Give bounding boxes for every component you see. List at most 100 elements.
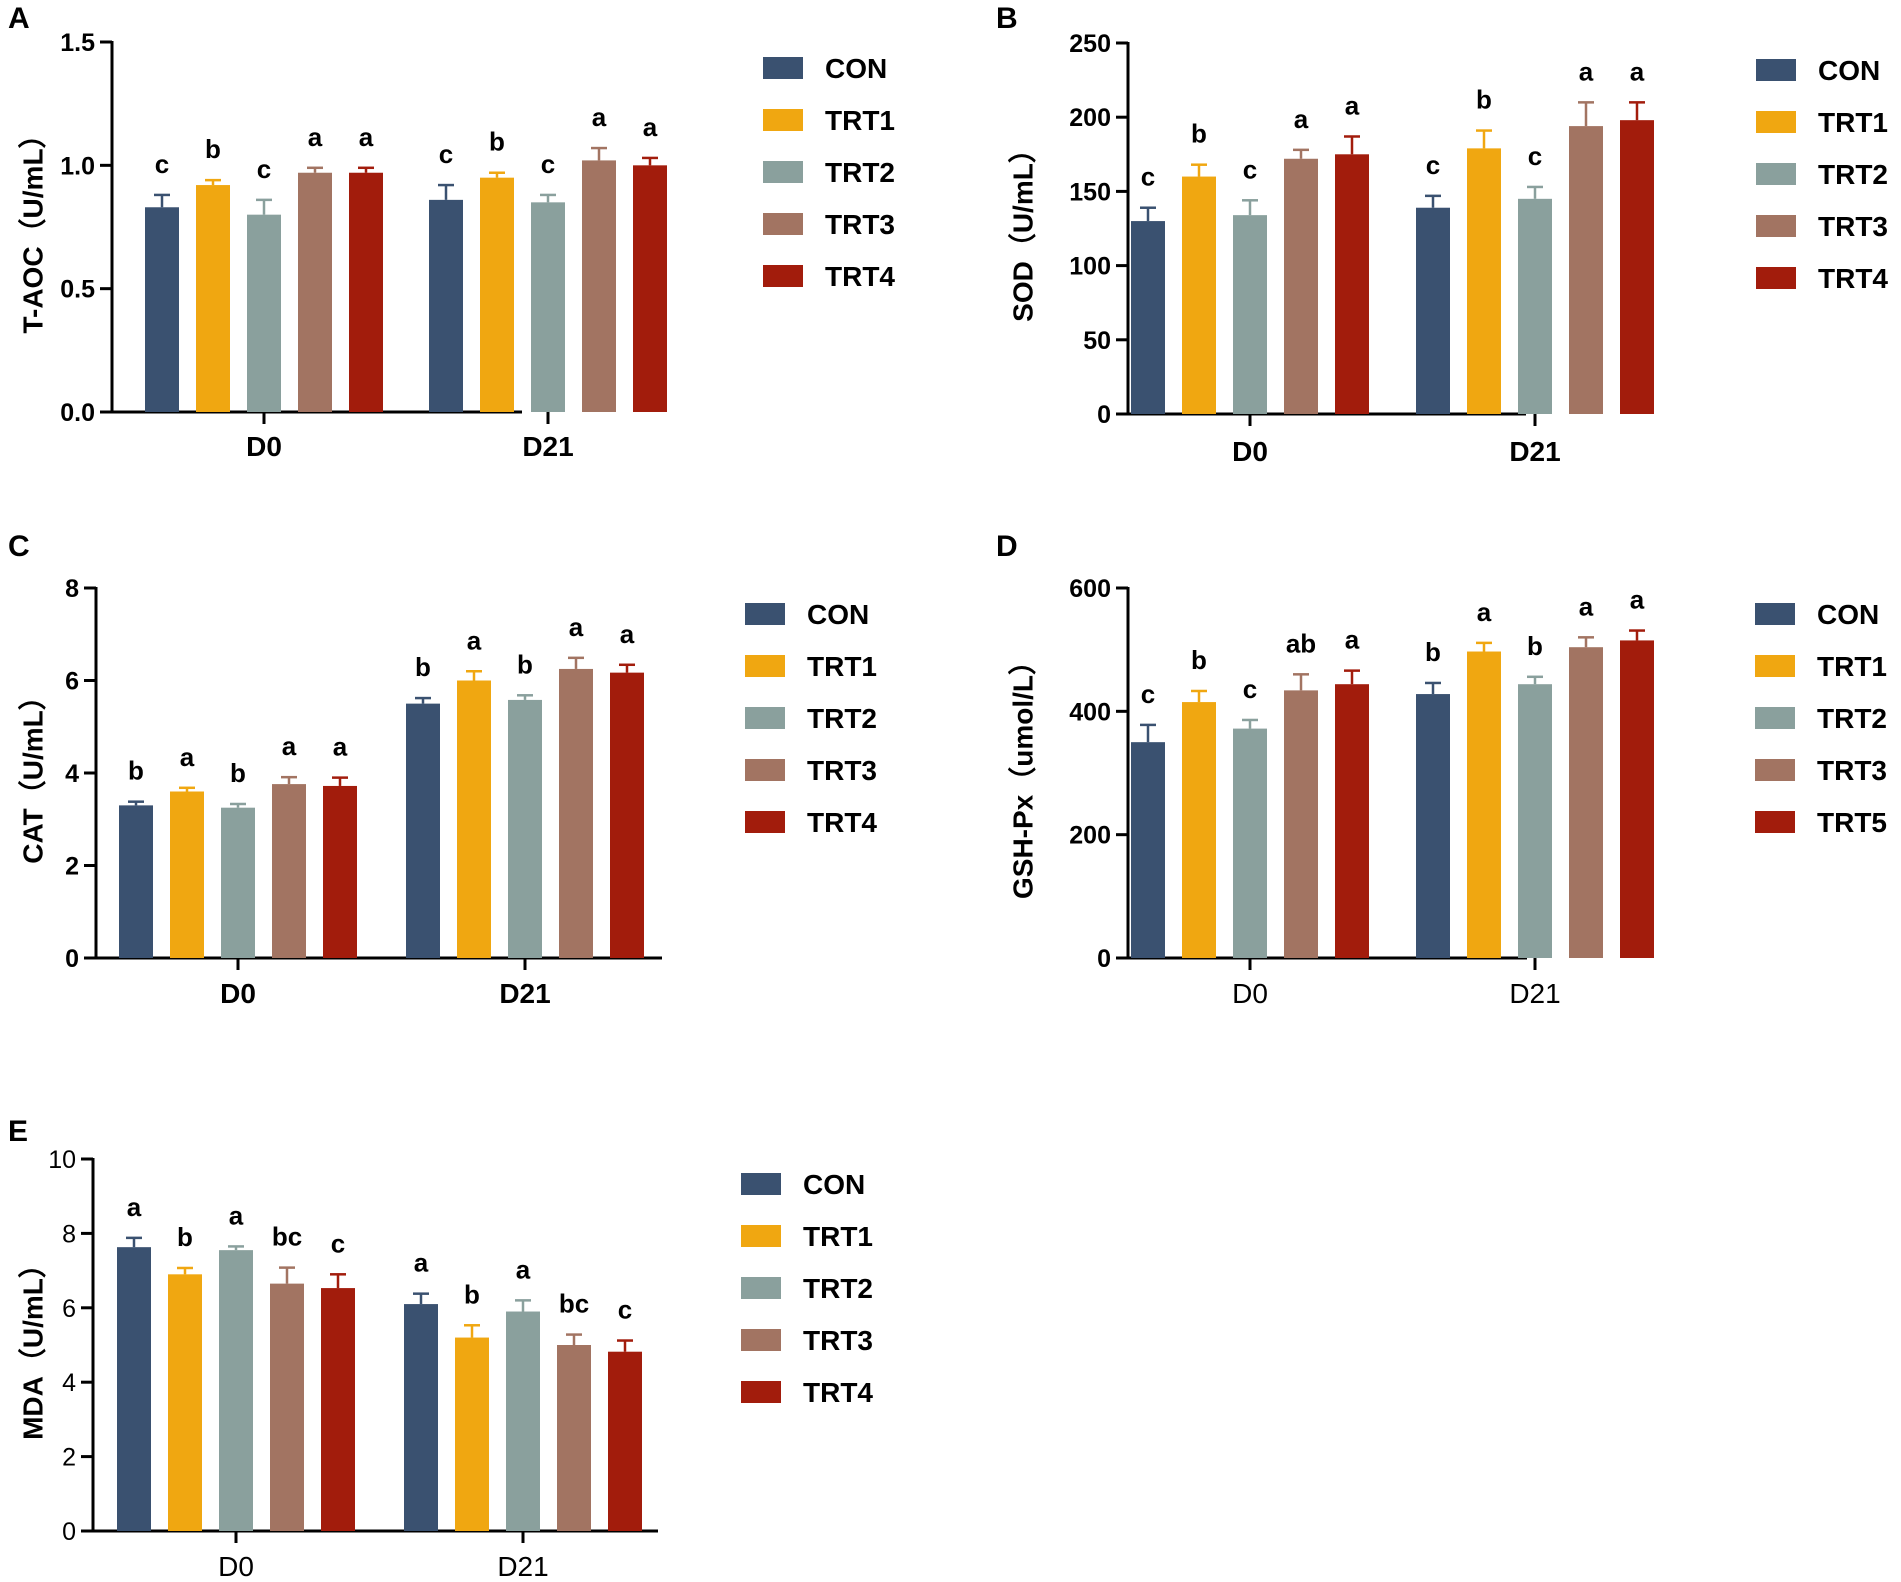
bar-trt1-d21 <box>1467 148 1501 414</box>
bar-trt2-d21 <box>531 202 565 412</box>
significance-label: a <box>359 122 374 152</box>
bar-trt1-d21 <box>455 1337 489 1531</box>
significance-label: a <box>1579 591 1594 621</box>
bar-trt4-d21 <box>608 1351 642 1531</box>
panel-letter: D <box>996 530 1018 563</box>
y-axis-title: SOD（U/mL） <box>1006 135 1038 322</box>
y-tick-label: 1.5 <box>60 29 95 57</box>
bar-trt4-d0 <box>323 785 357 958</box>
legend-swatch <box>1756 267 1796 289</box>
significance-label: b <box>1191 645 1207 675</box>
significance-label: bc <box>272 1222 302 1252</box>
bar-trt3-d21 <box>582 160 616 412</box>
y-axis-title: T-AOC（U/mL） <box>16 120 48 333</box>
legend-label: TRT5 <box>1817 807 1887 838</box>
significance-label: c <box>1243 154 1257 184</box>
legend-swatch <box>1755 759 1795 781</box>
bar-con-d21 <box>1416 694 1450 958</box>
y-axis-title: MDA（U/mL） <box>16 1250 48 1440</box>
y-tick-label: 0 <box>1097 401 1111 429</box>
legend-label: CON <box>1818 55 1880 86</box>
bar-con-d21 <box>404 1304 438 1531</box>
bar-trt2-d21 <box>1518 198 1552 414</box>
legend-swatch <box>745 759 785 781</box>
legend-swatch <box>763 265 803 287</box>
legend-swatch <box>763 109 803 131</box>
bar-trt3-d21 <box>557 1345 591 1531</box>
x-tick-label: D0 <box>1232 978 1268 1009</box>
bar-trt3-d0 <box>298 172 332 412</box>
y-tick-label: 50 <box>1083 327 1111 355</box>
legend: CON TRT1 TRT2 TRT3 TRT5 <box>1755 599 1887 838</box>
legend-label: TRT1 <box>1818 107 1888 138</box>
bar-trt1-d0 <box>1182 702 1216 958</box>
legend-swatch <box>763 213 803 235</box>
legend-swatch <box>1756 111 1796 133</box>
significance-label: b <box>128 756 144 786</box>
significance-label: c <box>618 1295 632 1325</box>
legend-swatch <box>741 1381 781 1403</box>
significance-label: a <box>282 731 297 761</box>
panel-letter: A <box>8 2 30 35</box>
y-tick-label: 0.5 <box>60 276 95 304</box>
significance-label: a <box>643 112 658 142</box>
significance-label: c <box>1426 150 1440 180</box>
bar-trt3-d21 <box>559 668 593 958</box>
significance-label: bc <box>559 1289 589 1319</box>
y-tick-label: 0 <box>1097 945 1111 973</box>
significance-label: a <box>1630 585 1645 615</box>
y-axis-title: GSH-Px（umol/L） <box>1006 647 1038 899</box>
bar-trt2-d0 <box>221 807 255 958</box>
x-tick-label: D21 <box>522 431 573 462</box>
significance-label: a <box>1294 104 1309 134</box>
bar-trt2-d0 <box>247 214 281 412</box>
significance-label: b <box>1191 119 1207 149</box>
significance-label: c <box>1528 141 1542 171</box>
bar-trt2-d21 <box>1518 684 1552 958</box>
legend-swatch <box>745 655 785 677</box>
y-tick-label: 4 <box>62 1369 76 1397</box>
panel-letter: B <box>996 2 1018 35</box>
bar-trt3-d21 <box>1569 647 1603 958</box>
y-tick-label: 6 <box>65 668 79 696</box>
bar-con-d21 <box>1416 207 1450 414</box>
y-tick-label: 0 <box>65 945 79 973</box>
significance-label: b <box>489 127 505 157</box>
y-tick-label: 150 <box>1069 178 1111 206</box>
significance-label: b <box>1476 85 1492 115</box>
significance-label: c <box>1141 679 1155 709</box>
legend-label: TRT2 <box>825 157 895 188</box>
y-tick-label: 200 <box>1069 822 1111 850</box>
legend-swatch <box>1756 59 1796 81</box>
bar-trt4-d21 <box>1620 120 1654 414</box>
bar-trt3-d21 <box>1569 126 1603 414</box>
x-tick-label: D0 <box>1232 436 1268 467</box>
bar-trt4-d0 <box>349 172 383 412</box>
y-axis-title: CAT（U/mL） <box>16 682 48 863</box>
y-tick-label: 2 <box>62 1444 76 1472</box>
significance-label: c <box>1141 162 1155 192</box>
x-tick-label: D21 <box>497 1551 548 1582</box>
legend-swatch <box>745 603 785 625</box>
y-tick-label: 4 <box>65 760 79 788</box>
significance-label: b <box>464 1279 480 1309</box>
bar-trt1-d0 <box>168 1274 202 1531</box>
legend: CON TRT1 TRT2 TRT3 TRT4 <box>741 1169 873 1408</box>
y-tick-label: 10 <box>48 1146 76 1174</box>
legend-label: TRT3 <box>1817 755 1887 786</box>
panel-b: B 0 50 100 150 200 250 SOD（U/mL） c b c a a D0 c b c a a D21… <box>996 2 1888 467</box>
bar-trt1-d21 <box>457 680 491 958</box>
y-tick-label: 400 <box>1069 698 1111 726</box>
legend-label: TRT3 <box>1818 211 1888 242</box>
y-tick-label: 2 <box>65 853 79 881</box>
significance-label: a <box>620 619 635 649</box>
significance-label: b <box>1527 631 1543 661</box>
legend-swatch <box>1756 163 1796 185</box>
bar-trt4-d21 <box>633 165 667 412</box>
legend: CON TRT1 TRT2 TRT3 TRT4 <box>763 53 895 292</box>
legend-swatch <box>1756 215 1796 237</box>
bar-trt2-d0 <box>1233 215 1267 414</box>
bar-trt3-d0 <box>272 784 306 958</box>
significance-label: b <box>1425 637 1441 667</box>
